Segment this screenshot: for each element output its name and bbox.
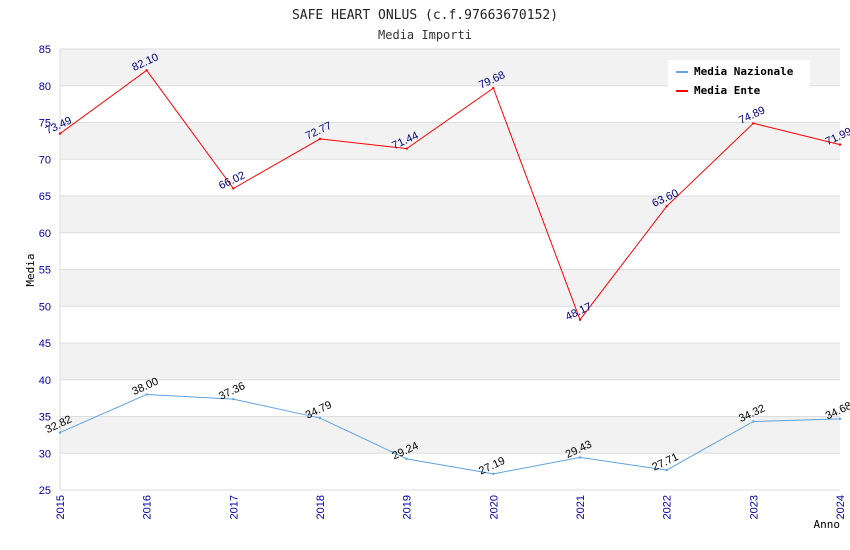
x-tick-label: 2016 xyxy=(142,495,154,519)
y-axis-ticks: 25 30 35 40 45 50 55 60 65 70 75 80 85 xyxy=(39,44,51,497)
gridlines xyxy=(59,48,840,491)
y-tick-label: 70 xyxy=(39,154,51,166)
data-point-media-ente xyxy=(232,187,235,190)
data-point-media-ente xyxy=(578,318,582,321)
data-point-media-ente xyxy=(405,147,408,150)
y-tick-label: 75 xyxy=(39,118,51,130)
grid-band xyxy=(60,306,840,343)
y-tick-label: 30 xyxy=(39,448,51,460)
grid-band xyxy=(60,343,840,380)
y-tick-label: 80 xyxy=(39,81,51,93)
y-tick-label: 35 xyxy=(39,412,51,424)
data-point-media-nazionale xyxy=(232,397,235,401)
chart-subtitle: Media Importi xyxy=(378,28,472,42)
x-tick-label: 2021 xyxy=(575,495,587,519)
data-point-media-ente xyxy=(665,205,668,208)
y-tick-label: 25 xyxy=(39,485,51,497)
y-tick-label: 45 xyxy=(39,338,51,350)
grid-band xyxy=(60,196,840,233)
grid-band xyxy=(60,453,840,490)
y-tick-label: 40 xyxy=(39,375,51,387)
series-line-media-ente xyxy=(59,69,841,321)
legend-label-media-ente: Media Ente xyxy=(694,84,761,97)
legend: Media Nazionale Media Ente xyxy=(668,60,810,100)
x-tick-label: 2024 xyxy=(835,495,847,519)
y-tick-label: 65 xyxy=(39,191,51,203)
series-lines xyxy=(58,69,842,476)
grid-band xyxy=(60,379,840,417)
x-tick-label: 2022 xyxy=(662,495,674,519)
y-tick-label: 85 xyxy=(39,44,51,56)
grid-band xyxy=(60,159,840,196)
legend-label-media-nazionale: Media Nazionale xyxy=(694,65,794,78)
data-point-media-nazionale xyxy=(492,472,495,476)
grid-band xyxy=(60,269,840,307)
x-tick-label: 2020 xyxy=(488,495,500,519)
y-axis-label: Media xyxy=(24,253,37,286)
data-point-media-ente xyxy=(838,143,842,146)
y-tick-label: 55 xyxy=(39,265,51,277)
grid-band xyxy=(60,416,840,454)
x-tick-label: 2015 xyxy=(55,495,67,519)
series-line-media-nazionale xyxy=(59,393,841,475)
data-point-media-nazionale xyxy=(578,456,582,459)
x-axis-label: Anno xyxy=(814,518,841,531)
data-point-media-nazionale xyxy=(318,416,322,420)
x-axis-ticks: 2015 2016 2017 2018 2019 2020 2021 2022 2023 2024 xyxy=(55,495,847,519)
chart-title: SAFE HEART ONLUS (c.f.97663670152) xyxy=(292,8,558,23)
data-point-media-ente xyxy=(318,137,322,141)
grid-band xyxy=(60,122,840,160)
data-point-media-nazionale xyxy=(752,420,755,423)
data-point-media-ente xyxy=(58,132,62,135)
data-point-media-ente xyxy=(752,122,755,125)
data-point-media-ente xyxy=(492,86,495,90)
data-point-media-nazionale xyxy=(58,431,62,434)
grid-bands xyxy=(60,49,840,490)
x-tick-label: 2018 xyxy=(315,495,327,519)
y-tick-label: 50 xyxy=(39,301,51,313)
data-point-media-nazionale xyxy=(838,417,842,421)
legend-box xyxy=(668,60,810,100)
x-tick-label: 2019 xyxy=(402,495,414,519)
data-point-media-nazionale xyxy=(145,393,148,396)
x-tick-label: 2023 xyxy=(748,495,760,519)
data-point-media-nazionale xyxy=(665,468,668,472)
x-tick-label: 2017 xyxy=(228,495,240,519)
grid-band xyxy=(60,232,840,270)
y-tick-label: 60 xyxy=(39,228,51,240)
data-point-media-ente xyxy=(145,69,148,72)
data-point-media-nazionale xyxy=(405,457,408,461)
